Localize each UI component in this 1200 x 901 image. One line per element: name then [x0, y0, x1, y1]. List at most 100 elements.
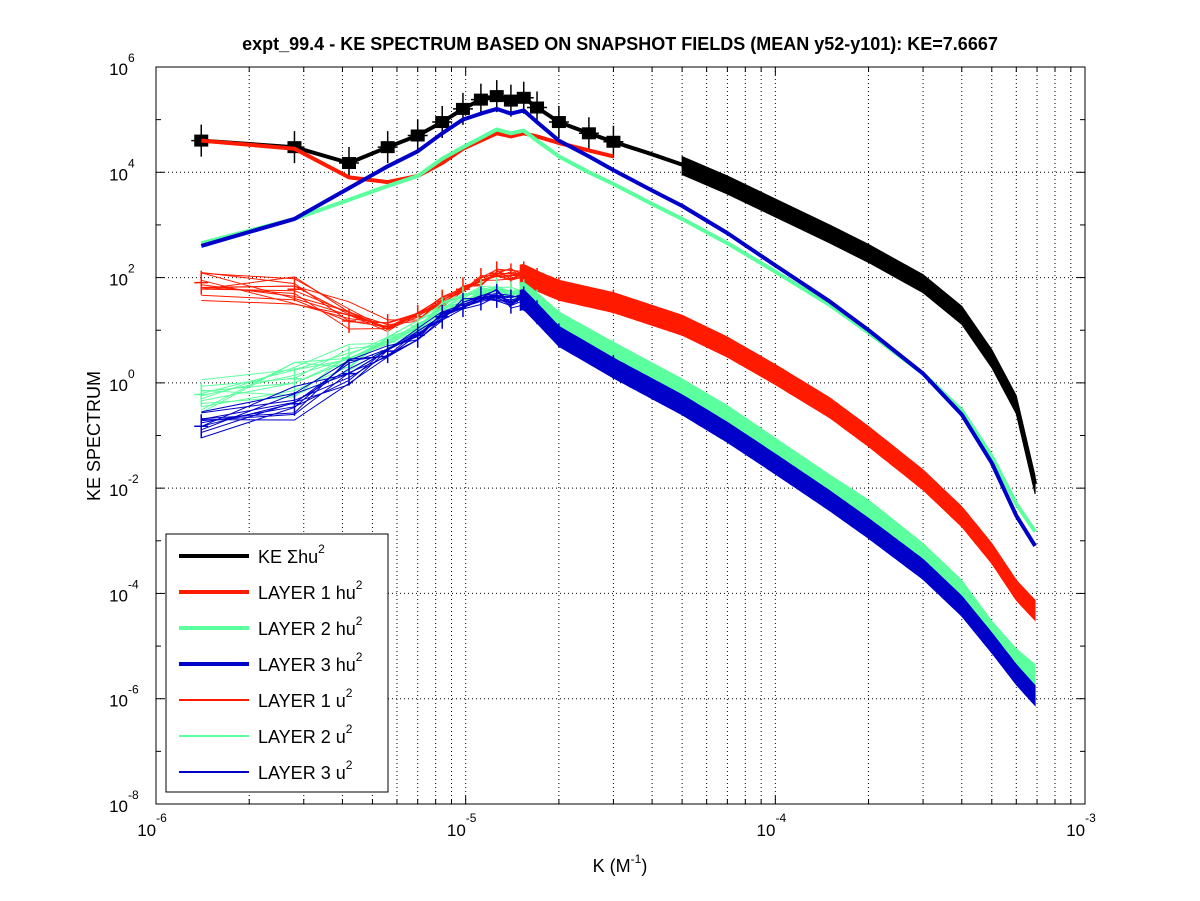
series-marker — [551, 277, 566, 302]
series-marker — [503, 289, 518, 314]
series-marker — [606, 355, 621, 380]
series-marker — [551, 323, 566, 348]
legend-label-main: LAYER 3 hu — [258, 655, 356, 675]
x-tick-base: 10 — [757, 821, 776, 840]
series-marker — [435, 304, 450, 329]
x-tick-base: 10 — [137, 821, 156, 840]
series-marker-plus — [603, 125, 624, 158]
legend-label-sup: 2 — [356, 650, 363, 664]
legend-label-main: LAYER 2 hu — [258, 619, 356, 639]
series-marker-plus — [407, 119, 428, 152]
legend-label-sup: 2 — [346, 686, 353, 700]
x-tick-exponent: -5 — [466, 811, 477, 825]
y-tick-label: 10 — [109, 797, 128, 816]
x-axis-label: K (M-1) — [593, 852, 648, 876]
y-tick-base: 10 — [109, 271, 128, 290]
y-tick-label: 10 — [109, 165, 128, 184]
legend-item: LAYER 1 u2 — [179, 686, 353, 711]
axis-ticks — [156, 66, 1085, 805]
y-tick-label: 10 — [109, 481, 128, 500]
series-marker-plus — [339, 147, 359, 180]
y-tick-base: 10 — [109, 60, 128, 79]
y-tick-exponent: -2 — [128, 472, 139, 486]
legend-item: LAYER 3 hu2 — [179, 650, 363, 675]
series-marker-plus — [548, 106, 569, 139]
series-marker — [287, 277, 302, 302]
legend-label-main: LAYER 3 u — [258, 763, 346, 783]
y-tick-label: 10 — [109, 60, 128, 79]
legend-label-sup: 2 — [318, 542, 325, 556]
y-tick-exponent: -6 — [128, 683, 139, 697]
legend-label: KE Σhu2 — [258, 542, 325, 567]
y-tick-base: 10 — [109, 586, 128, 605]
y-tick-label: 10 — [109, 376, 128, 395]
series-marker-plus — [578, 117, 599, 150]
y-tick-label: 10 — [109, 271, 128, 290]
y-tick-base: 10 — [109, 165, 128, 184]
legend-item: LAYER 2 u2 — [179, 722, 353, 747]
x-tick-exponent: -4 — [775, 811, 786, 825]
legend-label-main: KE Σhu — [258, 547, 318, 567]
series-marker — [410, 323, 425, 348]
y-axis-label: KE SPECTRUM — [84, 371, 104, 501]
y-tick-base: 10 — [109, 481, 128, 500]
x-tick-label: 10-5 — [447, 811, 477, 840]
series-line — [200, 106, 1037, 547]
series-marker-plus — [486, 80, 507, 113]
legend-label-main: LAYER 1 hu — [258, 583, 356, 603]
legend-label: LAYER 2 hu2 — [258, 614, 363, 639]
y-tick-exponent: 4 — [128, 156, 135, 170]
legend-label-main: LAYER 2 u — [258, 727, 346, 747]
series-marker — [342, 308, 356, 333]
y-tick-exponent: 2 — [128, 262, 135, 276]
series-marker — [606, 289, 621, 314]
x-tick-exponent: -3 — [1085, 811, 1096, 825]
legend-label: LAYER 2 u2 — [258, 722, 353, 747]
legend-label-main: LAYER 1 u — [258, 691, 346, 711]
series-band — [681, 155, 1036, 495]
legend-label: LAYER 3 u2 — [258, 758, 353, 783]
series-marker — [194, 382, 209, 407]
legend-label-sup: 2 — [356, 614, 363, 628]
series-marker — [287, 391, 302, 416]
series-layer-1-u- — [194, 261, 1036, 622]
legend-item: LAYER 3 u2 — [179, 758, 353, 783]
y-tick-label: 10 — [109, 692, 128, 711]
x-axis-label-sup: -1 — [631, 852, 642, 866]
plot-area: 10-610-510-410-3 10610410210010-210-410-… — [109, 51, 1096, 840]
legend-label: LAYER 1 u2 — [258, 686, 353, 711]
y-tick-exponent: -4 — [128, 577, 139, 591]
x-tick-label: 10-3 — [1066, 811, 1096, 840]
series-marker — [380, 339, 395, 364]
legend-label-sup: 2 — [346, 758, 353, 772]
y-tick-exponent: 6 — [128, 51, 135, 65]
series-marker — [473, 286, 488, 311]
series-marker-plus — [470, 83, 491, 116]
legend-item: LAYER 2 hu2 — [179, 614, 363, 639]
series-marker-plus — [527, 91, 548, 124]
series-layer-3-u- — [194, 283, 1036, 707]
series-layer — [191, 80, 1038, 707]
legend-label: LAYER 1 hu2 — [258, 578, 363, 603]
y-tick-base: 10 — [109, 376, 128, 395]
x-tick-label: 10-6 — [137, 811, 167, 840]
x-tick-labels: 10-610-510-410-3 — [137, 811, 1096, 840]
series-marker — [489, 283, 504, 308]
chart-title: expt_99.4 - KE SPECTRUM BASED ON SNAPSHO… — [242, 34, 998, 54]
y-tick-exponent: 0 — [128, 367, 135, 381]
x-tick-base: 10 — [1066, 821, 1085, 840]
series-band — [519, 289, 1036, 707]
series-marker — [516, 286, 531, 311]
y-tick-label: 10 — [109, 586, 128, 605]
series-marker — [194, 270, 209, 295]
y-tick-base: 10 — [109, 797, 128, 816]
x-axis-label-main: K (M — [593, 856, 631, 876]
legend-item: KE Σhu2 — [179, 542, 325, 567]
legend-label-sup: 2 — [356, 578, 363, 592]
x-axis-label-close: ) — [641, 856, 647, 876]
series-marker — [530, 300, 545, 325]
x-tick-exponent: -6 — [156, 811, 167, 825]
